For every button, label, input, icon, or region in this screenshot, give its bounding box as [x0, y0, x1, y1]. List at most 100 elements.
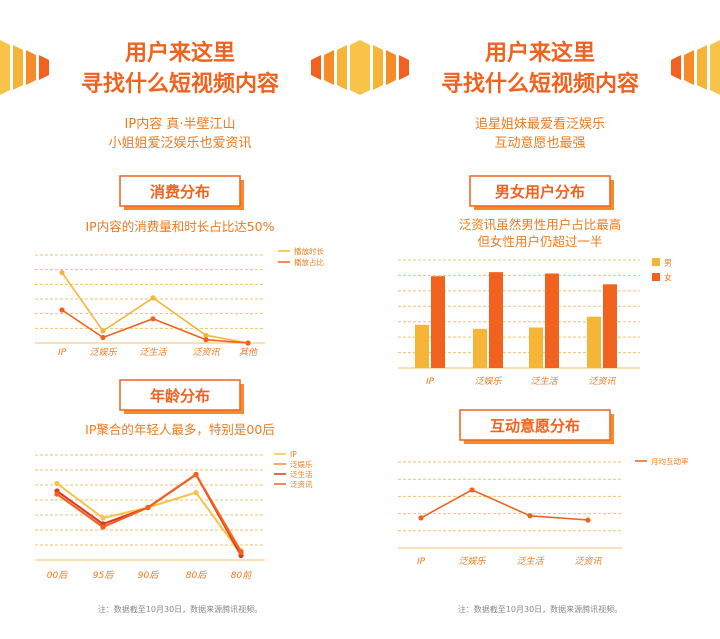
bar-male [529, 327, 543, 368]
x-tick-label: 泛资讯 [192, 347, 220, 358]
right-subtitle-line1: 追星姐妹最爱看泛娱乐 [475, 116, 605, 132]
bar-male [415, 324, 429, 368]
data-point [59, 270, 65, 276]
bar-female [431, 276, 445, 368]
left-header-right-fan-decoration [311, 40, 360, 95]
right-section1-title: 男女用户分布 [495, 183, 585, 201]
x-tick-label: 泛资讯 [588, 376, 616, 387]
x-tick-label: 泛娱乐 [89, 347, 117, 358]
right-section1-title-box [469, 175, 614, 210]
x-tick-label: 泛资讯 [574, 556, 602, 567]
x-tick-label: 泛娱乐 [474, 376, 502, 387]
data-point [145, 504, 151, 511]
gender-chart-legend: 男女 [652, 258, 672, 283]
left-section2-caption: IP聚合的年轻人最多，特别是00后 [85, 422, 275, 437]
data-point [203, 332, 209, 338]
right-section1-caption-line2: 但女性用户仍超过一半 [477, 234, 602, 249]
left-header-left-fan-decoration [0, 40, 49, 95]
x-tick-label: IP [58, 348, 67, 358]
bar-male [587, 316, 601, 368]
data-point [193, 471, 199, 478]
left-subtitle-line1: IP内容 真·半壁江山 [125, 116, 236, 132]
x-tick-label: 其他 [239, 347, 258, 358]
right-infographic-panel: 用户来这里 寻找什么短视频内容 追星姐妹最爱看泛娱乐 互动意愿也最强 男女用户分… [360, 0, 720, 639]
right-header-right-fan-decoration [671, 40, 720, 95]
bar-female [545, 273, 559, 368]
x-tick-label: IP [426, 377, 435, 387]
bar-male [473, 328, 487, 368]
data-point [100, 334, 106, 341]
right-header-line2: 寻找什么短视频内容 [441, 71, 639, 97]
x-tick-label: 90后 [138, 570, 159, 581]
bar-female [489, 272, 503, 368]
x-tick-label: 泛生活 [139, 347, 167, 358]
right-panel-canvas: 用户来这里 寻找什么短视频内容 追星姐妹最爱看泛娱乐 互动意愿也最强 男女用户分… [360, 40, 720, 614]
x-tick-label: 80后 [186, 570, 207, 581]
data-point [193, 489, 199, 496]
left-section1-title-box [119, 175, 244, 210]
x-tick-label: 00后 [47, 570, 68, 581]
consumption-chart-grid [35, 254, 265, 344]
right-header-line1: 用户来这里 [485, 40, 595, 66]
data-point [150, 316, 156, 322]
x-tick-label: IP [417, 557, 426, 567]
series-line [56, 482, 242, 555]
consumption-chart-x-ticks: IP 泛娱乐 泛生活 泛资讯 其他 [58, 347, 258, 358]
data-point [245, 340, 251, 346]
right-section2-title-box [459, 409, 614, 444]
left-footnote: 注：数据截至10月30日，数据来源腾讯视频。 [98, 604, 262, 614]
x-tick-label: 95后 [93, 570, 114, 581]
data-point [418, 515, 424, 521]
data-point [527, 513, 533, 519]
data-point [238, 549, 244, 556]
consumption-chart-marks [59, 270, 251, 346]
data-point [585, 517, 591, 523]
x-tick-label: 泛生活 [530, 376, 558, 387]
gender-chart-x-ticks: IP 泛娱乐 泛生活 泛资讯 [426, 376, 617, 387]
left-section2-title: 年龄分布 [150, 387, 210, 405]
legend-label: 女 [664, 273, 672, 283]
right-header-left-fan-decoration [360, 40, 409, 95]
interaction-chart-x-ticks: IP 泛娱乐 泛生活 泛资讯 [417, 556, 603, 567]
data-point [150, 295, 156, 301]
x-tick-label: 泛娱乐 [458, 556, 486, 567]
left-panel-canvas: 用户来这里 寻找什么短视频内容 IP内容 真·半壁江山 小姐姐爱泛娱乐也爱资讯 … [0, 40, 360, 614]
left-infographic-panel: 用户来这里 寻找什么短视频内容 IP内容 真·半壁江山 小姐姐爱泛娱乐也爱资讯 … [0, 40, 360, 614]
legend-label: 泛生活 [290, 469, 313, 479]
age-chart-grid [35, 454, 265, 561]
legend-label: 泛资讯 [290, 479, 313, 489]
interaction-chart-marks [418, 487, 591, 523]
left-header-line2: 寻找什么短视频内容 [81, 71, 279, 97]
gender-chart-bars [415, 272, 617, 368]
data-point [100, 328, 106, 334]
legend-label: IP [290, 450, 297, 459]
x-tick-label: 泛生活 [516, 556, 544, 567]
legend-label: 月均互动率 [651, 456, 689, 466]
left-section1-caption: IP内容的消费量和时长占比达50% [85, 219, 274, 234]
data-point [469, 487, 475, 493]
left-section1-title: 消费分布 [150, 183, 210, 201]
interaction-chart-grid [398, 461, 622, 549]
data-point [100, 524, 106, 530]
right-section1-caption-line1: 泛资讯虽然男性用户占比最高 [459, 217, 622, 232]
legend-swatch [652, 273, 660, 281]
left-subtitle-line2: 小姐姐爱泛娱乐也爱资讯 [108, 136, 251, 151]
legend-swatch [652, 258, 660, 266]
series-line [56, 473, 242, 553]
left-header-line1: 用户来这里 [125, 40, 235, 66]
age-chart-marks [54, 471, 244, 559]
series-line [61, 272, 249, 344]
bar-female [603, 284, 617, 368]
legend-label: 男 [664, 259, 672, 268]
age-chart-x-ticks: 00后 95后 90后 80后 80前 [47, 570, 253, 581]
data-point [203, 337, 209, 343]
data-point [59, 307, 65, 313]
legend-label: 泛娱乐 [290, 459, 313, 469]
legend-label: 播放占比 [294, 257, 324, 267]
data-point [54, 480, 60, 487]
right-subtitle-line2: 互动意愿也最强 [494, 135, 585, 151]
series-line [420, 489, 589, 521]
data-point [100, 515, 106, 521]
